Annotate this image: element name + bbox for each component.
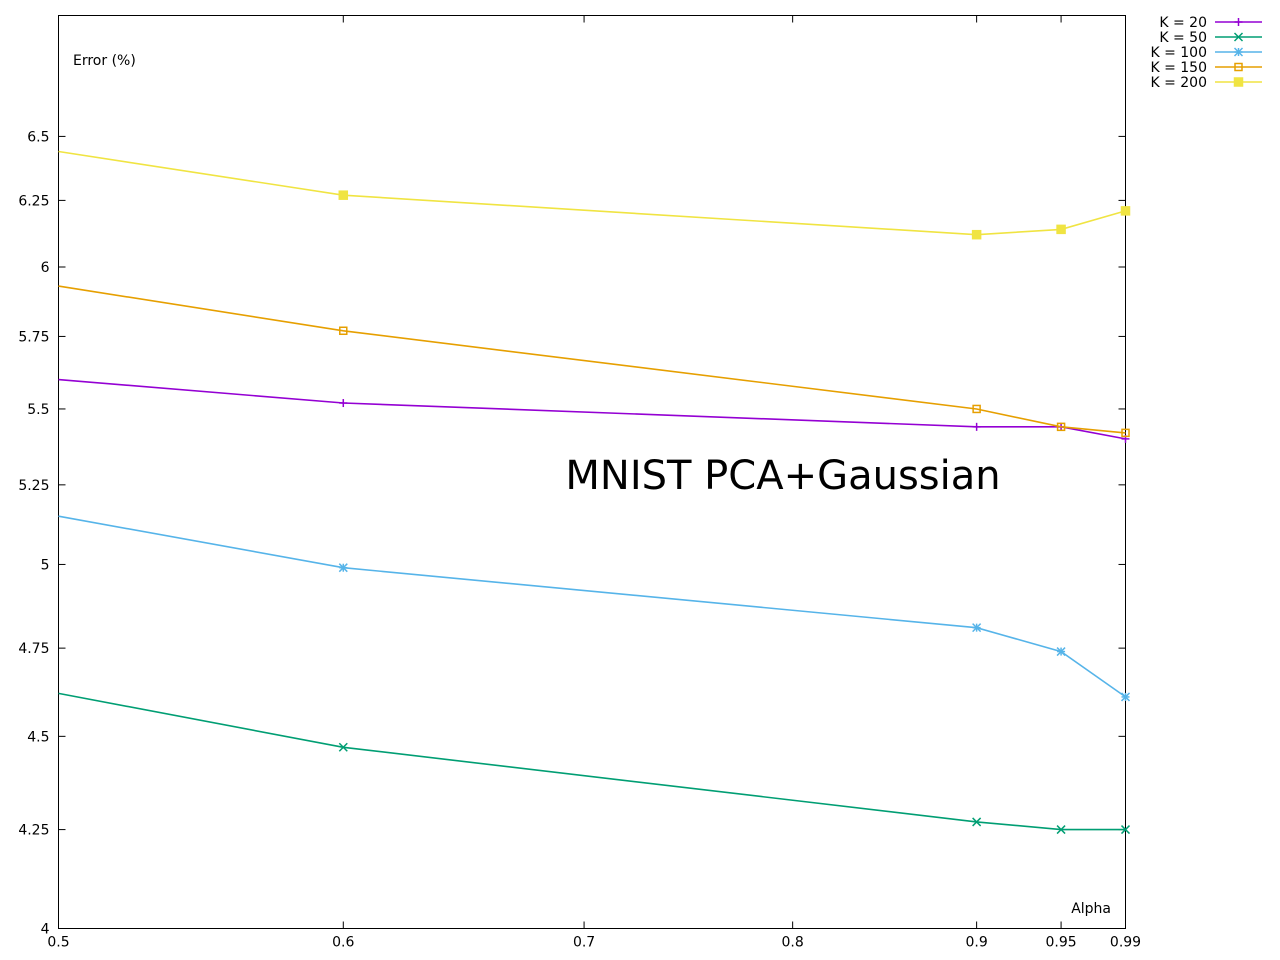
y-axis-ticks: 4 4.25 4.5 4.75 5 5.25 5.5 5.75 6 6.25 6.5 (18, 129, 1126, 938)
series (58, 150, 1131, 240)
x-tick-label: 0.95 (1045, 935, 1076, 951)
x-tick-label: 0.6 (332, 935, 354, 951)
data-point (339, 326, 348, 336)
x-tick-label: 0.8 (782, 935, 804, 951)
x-axis-ticks: 0.5 0.6 0.7 0.8 0.9 0.95 0.99 (47, 15, 1141, 951)
series-line (58, 378, 1126, 440)
data-point (1120, 206, 1131, 216)
legend-label: K = 20 (1159, 15, 1207, 31)
series-line (58, 285, 1126, 434)
data-point (1121, 428, 1130, 438)
series (58, 515, 1131, 702)
data-point (972, 623, 982, 633)
data-point (339, 399, 348, 408)
series-line (58, 692, 1126, 831)
series-layer (58, 150, 1131, 835)
series-line (58, 515, 1126, 698)
marker-stroke (1233, 47, 1244, 57)
x-tick-label: 0.99 (1110, 935, 1141, 951)
data-point (1233, 77, 1244, 87)
y-tick-label: 4.5 (27, 729, 49, 745)
y-tick-label: 5.5 (27, 402, 49, 418)
marker-stroke (1056, 647, 1066, 657)
y-tick-label: 5.75 (18, 329, 49, 345)
chart-title: MNIST PCA+Gaussian (565, 453, 1000, 499)
marker-stroke (972, 817, 982, 827)
data-point (338, 563, 348, 573)
data-point (1233, 47, 1244, 57)
legend-item: K = 150 (1150, 60, 1262, 76)
data-point (1056, 647, 1066, 657)
y-tick-label: 6.25 (18, 193, 49, 209)
data-point (1233, 32, 1244, 42)
data-point (972, 422, 981, 431)
x-tick-label: 0.5 (47, 935, 69, 951)
data-point (1120, 692, 1131, 702)
y-axis-label: Error (%) (73, 53, 136, 69)
marker-stroke (1120, 825, 1131, 835)
marker-stroke (1233, 32, 1244, 42)
legend-item: K = 200 (1150, 75, 1262, 91)
data-point (1120, 825, 1131, 835)
marker-stroke (1120, 692, 1131, 702)
series (58, 285, 1130, 438)
marker-stroke (1056, 825, 1066, 835)
legend-item: K = 50 (1159, 30, 1262, 46)
data-point (1234, 62, 1243, 72)
data-point (1056, 422, 1066, 432)
data-point (1056, 825, 1066, 835)
data-point (971, 229, 982, 240)
legend-item: K = 100 (1150, 45, 1262, 61)
legend-label: K = 100 (1150, 45, 1207, 61)
data-point (338, 190, 349, 200)
marker-stroke (972, 623, 982, 633)
plot-border (58, 15, 1126, 929)
data-point (1234, 18, 1243, 26)
y-tick-label: 4.25 (18, 823, 49, 839)
data-point (972, 817, 982, 827)
legend-label: K = 200 (1150, 75, 1207, 91)
x-tick-label: 0.9 (965, 935, 987, 951)
legend-label: K = 50 (1159, 30, 1207, 46)
y-tick-label: 6.5 (27, 129, 49, 145)
series-line (58, 150, 1126, 236)
y-tick-label: 6 (41, 260, 50, 276)
y-tick-label: 5 (41, 557, 50, 573)
series (58, 378, 1130, 443)
marker-stroke (338, 742, 348, 752)
data-point (972, 404, 981, 414)
y-tick-label: 4.75 (18, 641, 49, 657)
x-axis-label: Alpha (1071, 901, 1111, 917)
marker-stroke (338, 563, 348, 573)
y-tick-label: 4 (41, 922, 50, 938)
data-point (338, 742, 348, 752)
series (58, 692, 1131, 835)
y-tick-label: 5.25 (18, 478, 49, 494)
legend-item: K = 20 (1159, 15, 1262, 31)
x-tick-label: 0.7 (573, 935, 595, 951)
legend-label: K = 150 (1150, 60, 1207, 76)
data-point (1056, 224, 1066, 235)
